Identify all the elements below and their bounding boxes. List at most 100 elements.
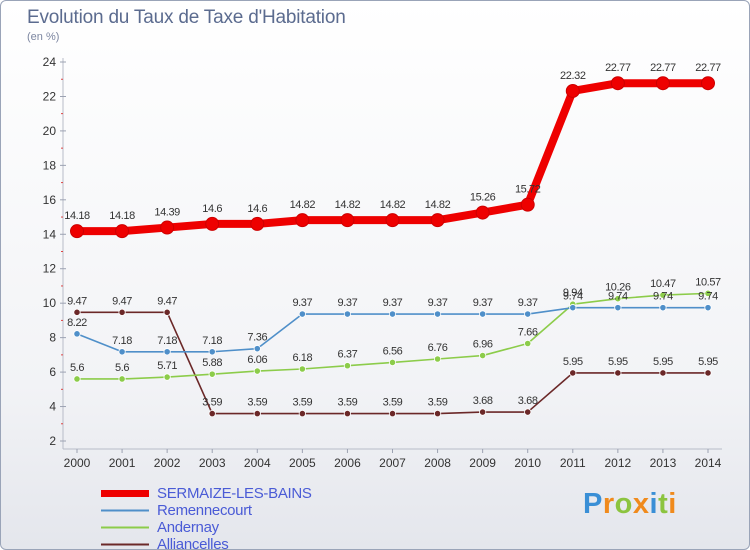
data-label: 14.82 [380, 199, 406, 211]
data-label: 9.37 [473, 297, 493, 309]
data-label: 6.56 [383, 345, 403, 357]
data-point [569, 369, 577, 377]
y-tick-label: 22 [43, 89, 57, 103]
x-tick-label: 2010 [514, 456, 541, 470]
data-point [205, 216, 220, 231]
data-point [160, 220, 175, 235]
data-point [475, 205, 490, 220]
logo-letter: i [649, 488, 659, 520]
data-point [610, 76, 625, 91]
data-label: 14.82 [290, 199, 316, 211]
data-point [73, 375, 81, 383]
logo-letter: i [668, 488, 677, 520]
data-point [340, 213, 355, 228]
data-point [295, 213, 310, 228]
data-label: 5.95 [563, 356, 583, 368]
data-point [298, 310, 306, 318]
data-label: 6.76 [428, 342, 448, 354]
legend-item-sermaize[interactable]: SERMAIZE-LES-BAINS [99, 485, 312, 502]
legend-label-andernay: Andernay [157, 519, 219, 536]
data-label: 9.74 [563, 291, 583, 303]
data-label: 14.6 [247, 203, 267, 215]
data-label: 5.88 [202, 357, 222, 369]
chart-subtitle: (en %) [27, 31, 60, 43]
data-point [659, 291, 667, 299]
data-label: 9.37 [338, 297, 358, 309]
data-label: 14.18 [109, 210, 135, 222]
chart-title: Evolution du Taux de Taxe d'Habitation [27, 7, 346, 28]
data-point [163, 308, 171, 316]
data-point [655, 76, 670, 91]
data-label: 3.59 [292, 397, 312, 409]
data-point [253, 410, 261, 418]
data-label: 3.59 [338, 397, 358, 409]
data-label: 22.77 [650, 62, 676, 74]
data-point [208, 348, 216, 356]
data-label: 7.36 [247, 332, 267, 344]
x-tick-label: 2005 [289, 456, 316, 470]
data-label: 22.77 [605, 62, 631, 74]
data-point [430, 213, 445, 228]
x-tick-label: 2011 [560, 456, 586, 470]
data-label: 9.47 [157, 295, 177, 307]
x-tick-label: 2000 [64, 456, 91, 470]
y-tick-label: 4 [49, 400, 56, 414]
data-label: 14.82 [425, 199, 451, 211]
data-point [524, 339, 532, 348]
data-point [208, 410, 216, 418]
data-label: 22.77 [695, 62, 721, 74]
x-tick-label: 2003 [199, 456, 226, 470]
legend-swatch-andernay [101, 526, 149, 529]
data-point [388, 310, 397, 318]
data-label: 9.37 [518, 297, 538, 309]
data-point [433, 410, 442, 418]
data-point [659, 369, 667, 377]
x-tick-label: 2002 [154, 456, 181, 470]
legend-label-remennecourt: Remennecourt [157, 502, 252, 519]
logo-letter: r [602, 488, 615, 520]
legend-item-remennecourt[interactable]: Remennecourt [99, 502, 312, 519]
data-point [73, 330, 81, 338]
data-label: 6.18 [292, 352, 312, 364]
data-point [704, 304, 712, 312]
data-label: 6.37 [338, 349, 358, 361]
data-label: 10.47 [650, 278, 676, 290]
y-tick-label: 24 [43, 55, 57, 69]
data-point [565, 83, 580, 98]
legend: SERMAIZE-LES-BAINS Remennecourt Andernay… [99, 485, 312, 549]
data-label: 5.6 [70, 362, 84, 374]
data-point [253, 345, 261, 353]
data-point [433, 310, 442, 318]
y-tick-label: 18 [43, 158, 57, 172]
x-tick-label: 2001 [109, 456, 136, 470]
data-label: 7.18 [112, 335, 132, 347]
y-tick-label: 6 [49, 365, 56, 379]
data-label: 9.74 [608, 291, 628, 303]
data-label: 14.6 [202, 203, 222, 215]
logo-letter: P [583, 488, 603, 520]
data-point [701, 76, 715, 91]
data-label: 8.22 [67, 317, 87, 329]
data-label: 9.37 [292, 297, 312, 309]
data-point [520, 197, 535, 212]
legend-item-alliancelles[interactable]: Alliancelles [99, 536, 312, 549]
data-point [298, 410, 306, 418]
x-tick-label: 2014 [695, 456, 722, 470]
data-label: 14.82 [335, 199, 361, 211]
data-point [115, 224, 130, 239]
logo-letter: t [658, 488, 669, 520]
data-label: 3.59 [247, 397, 267, 409]
legend-swatch-sermaize [101, 490, 149, 497]
data-point [479, 408, 487, 416]
y-tick-label: 14 [43, 227, 57, 241]
y-tick-label: 16 [43, 193, 57, 207]
x-tick-label: 2006 [334, 456, 361, 470]
data-point [73, 308, 81, 316]
data-label: 9.37 [383, 297, 403, 309]
legend-swatch-alliancelles [101, 543, 149, 546]
logo-letter: x [632, 488, 650, 520]
data-point [388, 410, 397, 418]
legend-item-andernay[interactable]: Andernay [99, 519, 312, 536]
